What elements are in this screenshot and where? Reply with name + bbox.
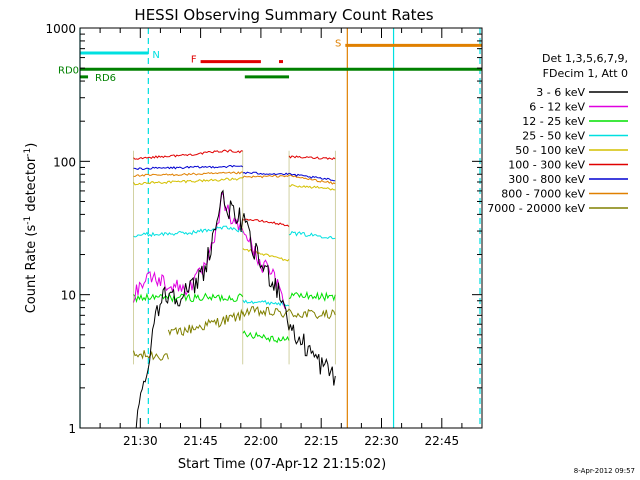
series-12-25-kev-segment-2 — [288, 290, 336, 302]
series-6-12-kev-segment-0 — [133, 191, 286, 309]
series-12-25-kev-segment-0 — [133, 292, 244, 304]
axes: 1 10 100 1000 21:30 21:45 22:00 22:15 22:30 22:45 — [45, 22, 483, 448]
x-tick-label-2230: 22:30 — [364, 434, 399, 448]
legend: Det 1,3,5,6,7,9, FDecim 1, Att 0 3 - 6 k… — [487, 52, 628, 215]
x-tick-label-2215: 22:15 — [304, 434, 339, 448]
y-tick-label-100: 100 — [53, 155, 76, 169]
series-100-300-kev-segment-0 — [133, 149, 243, 160]
series-300-800-kev-segment-0 — [133, 164, 244, 171]
series-25-50-kev-segment-0 — [133, 225, 244, 238]
legend-label-5: 100 - 300 keV — [508, 159, 585, 172]
legend-label-8: 7000 - 20000 keV — [487, 202, 585, 215]
y-tick-label-10: 10 — [61, 289, 76, 303]
x-tick-label-2200: 22:00 — [244, 434, 279, 448]
chart-title: HESSI Observing Summary Count Rates — [134, 6, 433, 24]
legend-header-line-1: Det 1,3,5,6,7,9, — [542, 52, 628, 65]
x-tick-label-2145: 21:45 — [183, 434, 218, 448]
y-tick-label-1: 1 — [68, 422, 76, 436]
series-7000-20000-kev-segment-0 — [133, 350, 169, 361]
legend-label-1: 6 - 12 keV — [529, 101, 585, 114]
series-800-7000-kev-segment-0 — [133, 171, 243, 178]
legend-label-3: 25 - 50 keV — [522, 130, 585, 143]
plot-lines: N F S RD0 RD6 — [58, 28, 482, 429]
legend-label-0: 3 - 6 keV — [536, 86, 585, 99]
series-50-100-kev-segment-2 — [288, 184, 336, 191]
legend-header-line-2: FDecim 1, Att 0 — [543, 67, 628, 80]
series-100-300-kev-segment-1 — [242, 218, 290, 227]
series-50-100-kev-segment-1 — [242, 248, 290, 262]
x-tick-label-2130: 21:30 — [123, 434, 158, 448]
legend-label-2: 12 - 25 keV — [522, 115, 585, 128]
x-axis-label: Start Time (07-Apr-12 21:15:02) — [178, 457, 386, 472]
flag-label-n: N — [152, 50, 159, 61]
flag-label-f: F — [191, 55, 197, 66]
legend-label-7: 800 - 7000 keV — [501, 188, 585, 201]
series-25-50-kev-segment-2 — [288, 230, 336, 240]
series-12-25-kev-segment-1 — [242, 330, 290, 344]
generation-timestamp: 8-Apr-2012 09:57 — [574, 467, 635, 475]
flag-label-rd6: RD6 — [95, 73, 116, 84]
legend-label-4: 50 - 100 keV — [515, 144, 585, 157]
series-7000-20000-kev-segment-1 — [167, 308, 244, 337]
legend-label-6: 300 - 800 keV — [508, 173, 585, 186]
series-3-6-kev-segment-0 — [134, 189, 336, 429]
series-100-300-kev-segment-2 — [288, 155, 336, 161]
x-tick-label-2245: 22:45 — [425, 434, 460, 448]
flag-label-rd0: RD0 — [58, 65, 79, 76]
y-tick-label-1000: 1000 — [45, 22, 76, 36]
series-50-100-kev-segment-0 — [133, 177, 243, 186]
y-axis-label: Count Rate (s-1 detector-1) — [23, 143, 39, 314]
flag-label-s: S — [335, 38, 341, 49]
